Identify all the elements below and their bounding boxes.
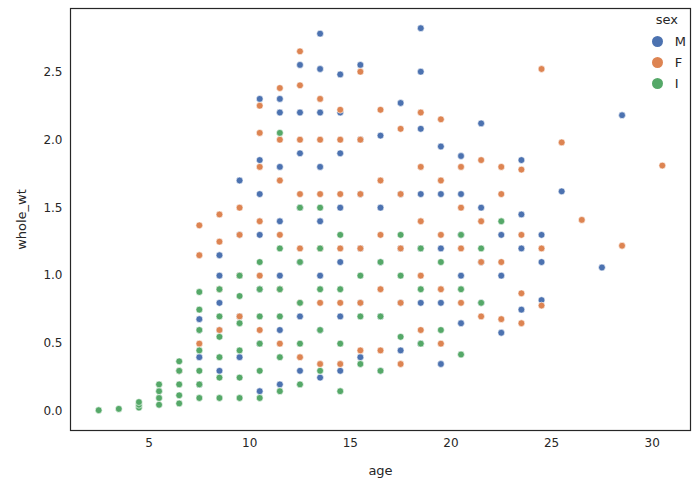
svg-text:0.5: 0.5: [43, 336, 62, 350]
svg-text:15: 15: [343, 436, 358, 450]
html-text:I: I: [674, 76, 679, 91]
svg-text:age: age: [368, 463, 392, 478]
svg-text:whole_wt: whole_wt: [14, 189, 29, 250]
svg-text:0.0: 0.0: [43, 404, 62, 418]
html-text:F: F: [674, 55, 683, 70]
svg-text:1.5: 1.5: [43, 201, 62, 215]
svg-text:25: 25: [544, 436, 559, 450]
html-text:M: M: [674, 34, 686, 49]
svg-text:10: 10: [242, 436, 257, 450]
svg-text:2.0: 2.0: [43, 133, 62, 147]
svg-text:20: 20: [443, 436, 458, 450]
html-text:sex: sex: [655, 12, 678, 27]
svg-text:5: 5: [145, 436, 153, 450]
svg-text:2.5: 2.5: [43, 65, 62, 79]
svg-text:1.0: 1.0: [43, 268, 62, 282]
svg-text:30: 30: [645, 436, 660, 450]
